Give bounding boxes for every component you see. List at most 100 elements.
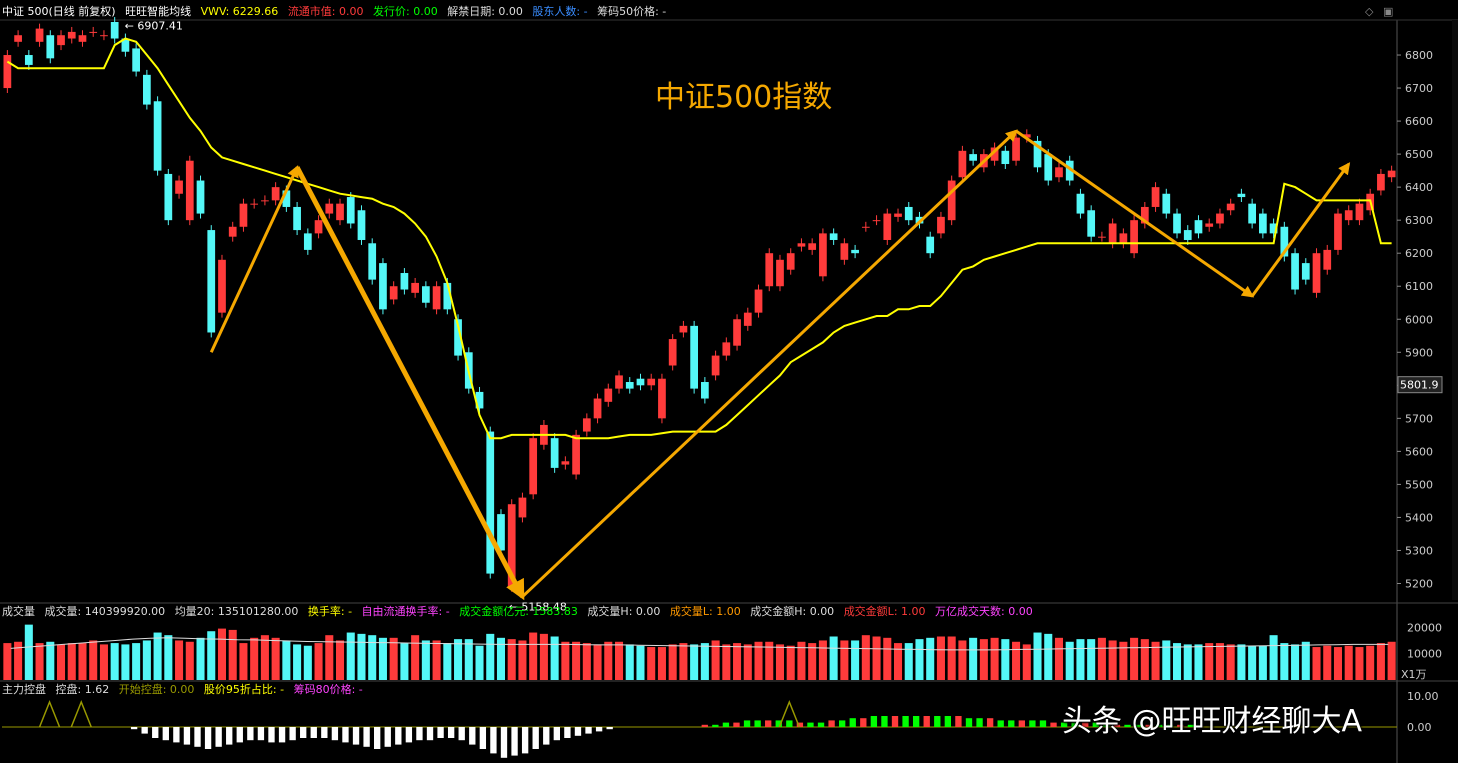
volume-bar: [335, 640, 345, 680]
price-tick-label: 6700: [1405, 82, 1433, 95]
volume-bar: [314, 643, 323, 680]
volume-panel-name[interactable]: 成交量: [2, 605, 35, 618]
discount-value: 股价95折占比: -: [203, 683, 285, 696]
candle-body: [529, 438, 538, 495]
volume-bar: [239, 643, 248, 680]
volume-bar: [733, 643, 742, 680]
unlock-date-value: 解禁日期: 0.00: [447, 5, 523, 18]
volume-bar: [282, 640, 291, 680]
volume-bar: [78, 643, 87, 680]
candle-body: [851, 249, 859, 254]
candle-body: [518, 497, 527, 518]
candle-body: [1130, 220, 1138, 254]
volume-bar: [861, 635, 870, 680]
candle-body: [132, 48, 140, 72]
candle-body: [1044, 154, 1053, 181]
volume-unit-label: X1万: [1401, 668, 1427, 681]
volume-bar: [1248, 645, 1257, 680]
candle-body: [711, 355, 720, 376]
volume-bar: [260, 635, 269, 680]
chart-title: 中证 500(日线 前复权): [2, 5, 116, 18]
candle-body: [67, 31, 76, 39]
candle-body: [1355, 203, 1364, 221]
candle-body: [615, 375, 623, 389]
candle-body: [1162, 193, 1171, 214]
volume-tick-label: 20000: [1407, 621, 1442, 634]
candle-body: [1334, 213, 1342, 250]
volume-bar: [561, 641, 570, 680]
volume-bar: [636, 645, 645, 680]
candle-body: [572, 434, 580, 475]
volume-bar: [368, 635, 377, 680]
candle-body: [1022, 134, 1031, 138]
current-price-box: [1397, 376, 1443, 394]
volume-bar: [121, 644, 130, 680]
candle-body: [1269, 223, 1278, 234]
volume-bar: [582, 643, 591, 680]
diamond-icon[interactable]: ◇: [1365, 5, 1374, 18]
candle-body: [1055, 167, 1063, 178]
candle-body: [883, 213, 892, 240]
high-price-label: ← 6907.41: [125, 19, 183, 32]
candle-body: [1259, 213, 1267, 234]
control-header: 主力控盘 控盘: 1.62 开始控盘: 0.00 股价95折占比: - 筹码80…: [2, 682, 369, 698]
amount-high: 成交金额H: 0.00: [750, 605, 835, 618]
candle-body: [314, 220, 323, 234]
volume-bar: [1237, 644, 1246, 680]
volume-bar: [1280, 643, 1289, 680]
volume-header: 成交量 成交量: 140399920.00 均量20: 135101280.00…: [2, 604, 1039, 620]
candle-body: [57, 35, 65, 46]
chip50-value: 筹码50价格: -: [597, 5, 667, 18]
volume-bar: [1376, 643, 1385, 680]
volume-bar: [829, 636, 838, 680]
volume-bar: [132, 643, 141, 680]
candle-body: [282, 190, 291, 207]
candle-body: [904, 206, 913, 221]
candle-body: [379, 263, 387, 310]
candle-body: [271, 187, 280, 201]
trend-arrow: [1015, 129, 1255, 298]
volume-bar: [969, 637, 978, 680]
candle-body: [507, 504, 516, 587]
volume-bar: [56, 644, 66, 680]
volume-bar: [454, 639, 463, 680]
candle-body: [443, 282, 452, 310]
volume-bar: [604, 641, 613, 680]
candle-body: [679, 325, 688, 333]
volume-bar: [443, 643, 452, 680]
volume-bar: [711, 640, 720, 680]
candle-body: [765, 253, 774, 287]
volume-bar: [389, 637, 398, 680]
volume-bar: [14, 641, 23, 680]
control-panel-name[interactable]: 主力控盘: [2, 683, 46, 696]
volume-bar: [614, 641, 624, 680]
volume-bar: [990, 637, 999, 680]
volume-bar: [507, 639, 516, 680]
candle-body: [1312, 253, 1321, 293]
circ-cap-value: 流通市值: 0.00: [287, 5, 364, 18]
volume-bar: [754, 641, 763, 680]
candle-body: [937, 216, 945, 234]
volume-bar: [164, 635, 173, 680]
price-tick-label: 5300: [1405, 544, 1433, 557]
candle-body: [625, 382, 634, 389]
window-toggle-icon[interactable]: ▣: [1383, 5, 1394, 18]
volume-bar: [1355, 647, 1364, 680]
candle-body: [1183, 230, 1192, 240]
volume-bar: [228, 629, 237, 680]
amount-low: 成交金额L: 1.00: [843, 605, 926, 618]
watermark: 头条 @旺旺财经聊大A: [1062, 704, 1363, 739]
price-tick-label: 5500: [1405, 478, 1433, 491]
volume-bar: [818, 640, 827, 680]
control-peak: [70, 699, 92, 728]
candle-body: [24, 55, 33, 65]
volume-bar: [1022, 644, 1031, 680]
control-peak: [38, 699, 61, 728]
volume-bar: [1387, 641, 1396, 680]
price-tick-label: 6300: [1405, 214, 1433, 227]
volume-bar: [67, 643, 76, 680]
volume-bar: [872, 636, 881, 680]
volume-bar: [572, 641, 581, 680]
indicator-name[interactable]: 旺旺智能均线: [125, 5, 192, 18]
volume-bar: [808, 643, 817, 680]
